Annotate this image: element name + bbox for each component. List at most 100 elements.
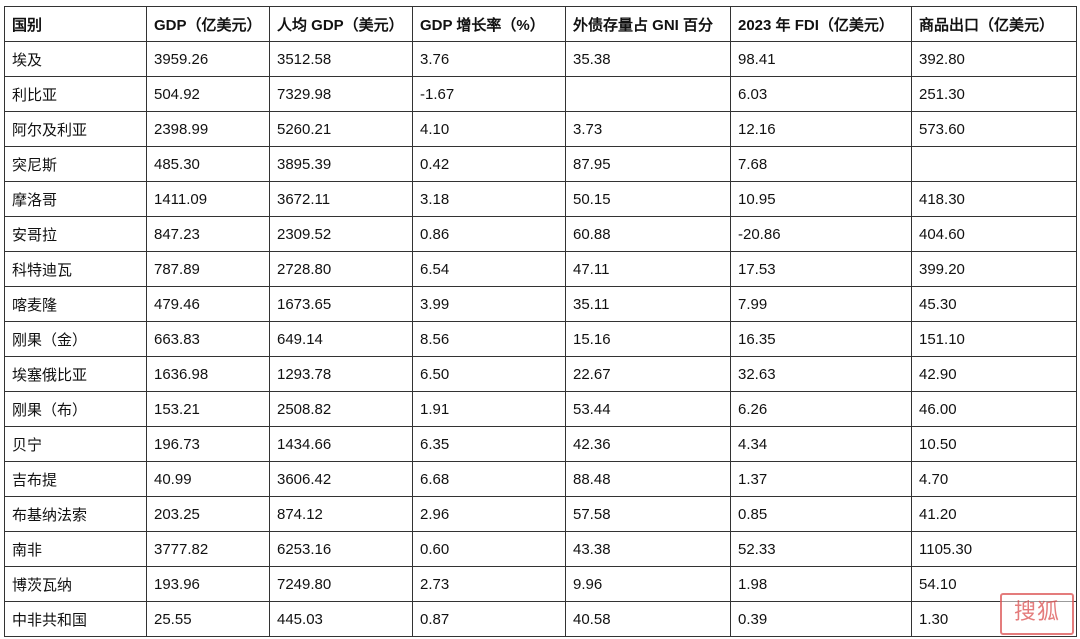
cell-gdp-per-capita: 3512.58 (269, 41, 413, 77)
cell-fdi: 17.53 (730, 251, 912, 287)
cell-gdp-growth: 6.35 (412, 426, 566, 462)
cell-gdp-per-capita: 2508.82 (269, 391, 413, 427)
cell-gdp-per-capita: 1673.65 (269, 286, 413, 322)
cell-external-debt: 57.58 (565, 496, 731, 532)
cell-fdi: 4.34 (730, 426, 912, 462)
cell-gdp: 193.96 (146, 566, 270, 602)
cell-country: 布基纳法索 (4, 496, 147, 532)
cell-exports: 418.30 (911, 181, 1077, 217)
header-fdi: 2023 年 FDI（亿美元） (730, 6, 912, 42)
cell-fdi: 52.33 (730, 531, 912, 567)
cell-gdp-growth: 3.99 (412, 286, 566, 322)
cell-exports: 4.70 (911, 461, 1077, 497)
cell-fdi: 6.03 (730, 76, 912, 112)
table-row: 贝宁 196.73 1434.66 6.35 42.36 4.34 10.50 (4, 426, 1077, 462)
cell-country: 阿尔及利亚 (4, 111, 147, 147)
cell-external-debt: 22.67 (565, 356, 731, 392)
cell-fdi: 7.99 (730, 286, 912, 322)
cell-gdp: 40.99 (146, 461, 270, 497)
cell-external-debt: 35.11 (565, 286, 731, 322)
cell-fdi: 12.16 (730, 111, 912, 147)
table-row: 利比亚 504.92 7329.98 -1.67 6.03 251.30 (4, 76, 1077, 112)
header-country: 国别 (4, 6, 147, 42)
cell-country: 贝宁 (4, 426, 147, 462)
cell-exports: 45.30 (911, 286, 1077, 322)
table-row: 喀麦隆 479.46 1673.65 3.99 35.11 7.99 45.30 (4, 286, 1077, 322)
cell-gdp: 3777.82 (146, 531, 270, 567)
cell-gdp: 663.83 (146, 321, 270, 357)
cell-gdp-per-capita: 1434.66 (269, 426, 413, 462)
cell-gdp: 2398.99 (146, 111, 270, 147)
table-row: 科特迪瓦 787.89 2728.80 6.54 47.11 17.53 399.20 (4, 251, 1077, 287)
cell-gdp-growth: 0.42 (412, 146, 566, 182)
header-gdp-growth: GDP 增长率（%） (412, 6, 566, 42)
cell-gdp-growth: 4.10 (412, 111, 566, 147)
cell-external-debt: 3.73 (565, 111, 731, 147)
cell-country: 利比亚 (4, 76, 147, 112)
cell-gdp-per-capita: 649.14 (269, 321, 413, 357)
cell-country: 安哥拉 (4, 216, 147, 252)
table-row: 埃塞俄比亚 1636.98 1293.78 6.50 22.67 32.63 42.90 (4, 356, 1077, 392)
table-row: 布基纳法索 203.25 874.12 2.96 57.58 0.85 41.20 (4, 496, 1077, 532)
cell-exports: 151.10 (911, 321, 1077, 357)
cell-gdp-growth: 6.50 (412, 356, 566, 392)
cell-external-debt: 15.16 (565, 321, 731, 357)
cell-country: 喀麦隆 (4, 286, 147, 322)
cell-gdp-per-capita: 5260.21 (269, 111, 413, 147)
cell-external-debt: 40.58 (565, 601, 731, 637)
cell-gdp-per-capita: 3895.39 (269, 146, 413, 182)
cell-gdp: 1636.98 (146, 356, 270, 392)
cell-fdi: 6.26 (730, 391, 912, 427)
cell-gdp-per-capita: 2728.80 (269, 251, 413, 287)
cell-gdp-per-capita: 6253.16 (269, 531, 413, 567)
cell-gdp-per-capita: 3606.42 (269, 461, 413, 497)
cell-country: 刚果（金） (4, 321, 147, 357)
cell-country: 摩洛哥 (4, 181, 147, 217)
cell-fdi: 32.63 (730, 356, 912, 392)
cell-gdp: 787.89 (146, 251, 270, 287)
cell-fdi: 0.39 (730, 601, 912, 637)
cell-gdp-per-capita: 3672.11 (269, 181, 413, 217)
cell-fdi: 7.68 (730, 146, 912, 182)
cell-fdi: 10.95 (730, 181, 912, 217)
cell-gdp: 485.30 (146, 146, 270, 182)
table-row: 刚果（金） 663.83 649.14 8.56 15.16 16.35 151.10 (4, 321, 1077, 357)
cell-exports: 1105.30 (911, 531, 1077, 567)
data-table-container: 国别 GDP（亿美元） 人均 GDP（美元） GDP 增长率（%） 外债存量占 … (4, 6, 1077, 637)
cell-external-debt: 60.88 (565, 216, 731, 252)
cell-gdp-growth: 0.86 (412, 216, 566, 252)
cell-fdi: 1.98 (730, 566, 912, 602)
watermark-logo: 搜狐 (1000, 593, 1074, 635)
header-row: 国别 GDP（亿美元） 人均 GDP（美元） GDP 增长率（%） 外债存量占 … (4, 6, 1077, 42)
cell-fdi: -20.86 (730, 216, 912, 252)
cell-gdp-growth: 2.96 (412, 496, 566, 532)
cell-exports: 573.60 (911, 111, 1077, 147)
cell-country: 吉布提 (4, 461, 147, 497)
cell-external-debt: 87.95 (565, 146, 731, 182)
country-economics-table: 国别 GDP（亿美元） 人均 GDP（美元） GDP 增长率（%） 外债存量占 … (4, 6, 1077, 637)
cell-gdp-growth: 3.18 (412, 181, 566, 217)
cell-external-debt: 43.38 (565, 531, 731, 567)
cell-gdp-growth: 0.87 (412, 601, 566, 637)
cell-exports: 10.50 (911, 426, 1077, 462)
cell-gdp-growth: 6.68 (412, 461, 566, 497)
cell-external-debt: 9.96 (565, 566, 731, 602)
cell-country: 博茨瓦纳 (4, 566, 147, 602)
cell-gdp-per-capita: 7249.80 (269, 566, 413, 602)
cell-external-debt: 50.15 (565, 181, 731, 217)
cell-gdp-growth: 1.91 (412, 391, 566, 427)
cell-gdp: 3959.26 (146, 41, 270, 77)
cell-country: 中非共和国 (4, 601, 147, 637)
cell-country: 突尼斯 (4, 146, 147, 182)
cell-gdp: 504.92 (146, 76, 270, 112)
cell-exports: 399.20 (911, 251, 1077, 287)
cell-gdp-growth: 8.56 (412, 321, 566, 357)
cell-gdp-growth: 0.60 (412, 531, 566, 567)
cell-gdp-growth: 3.76 (412, 41, 566, 77)
table-header: 国别 GDP（亿美元） 人均 GDP（美元） GDP 增长率（%） 外债存量占 … (4, 6, 1077, 42)
cell-gdp: 479.46 (146, 286, 270, 322)
cell-external-debt (565, 76, 731, 112)
cell-gdp-growth: 6.54 (412, 251, 566, 287)
cell-exports: 42.90 (911, 356, 1077, 392)
table-row: 安哥拉 847.23 2309.52 0.86 60.88 -20.86 404.60 (4, 216, 1077, 252)
